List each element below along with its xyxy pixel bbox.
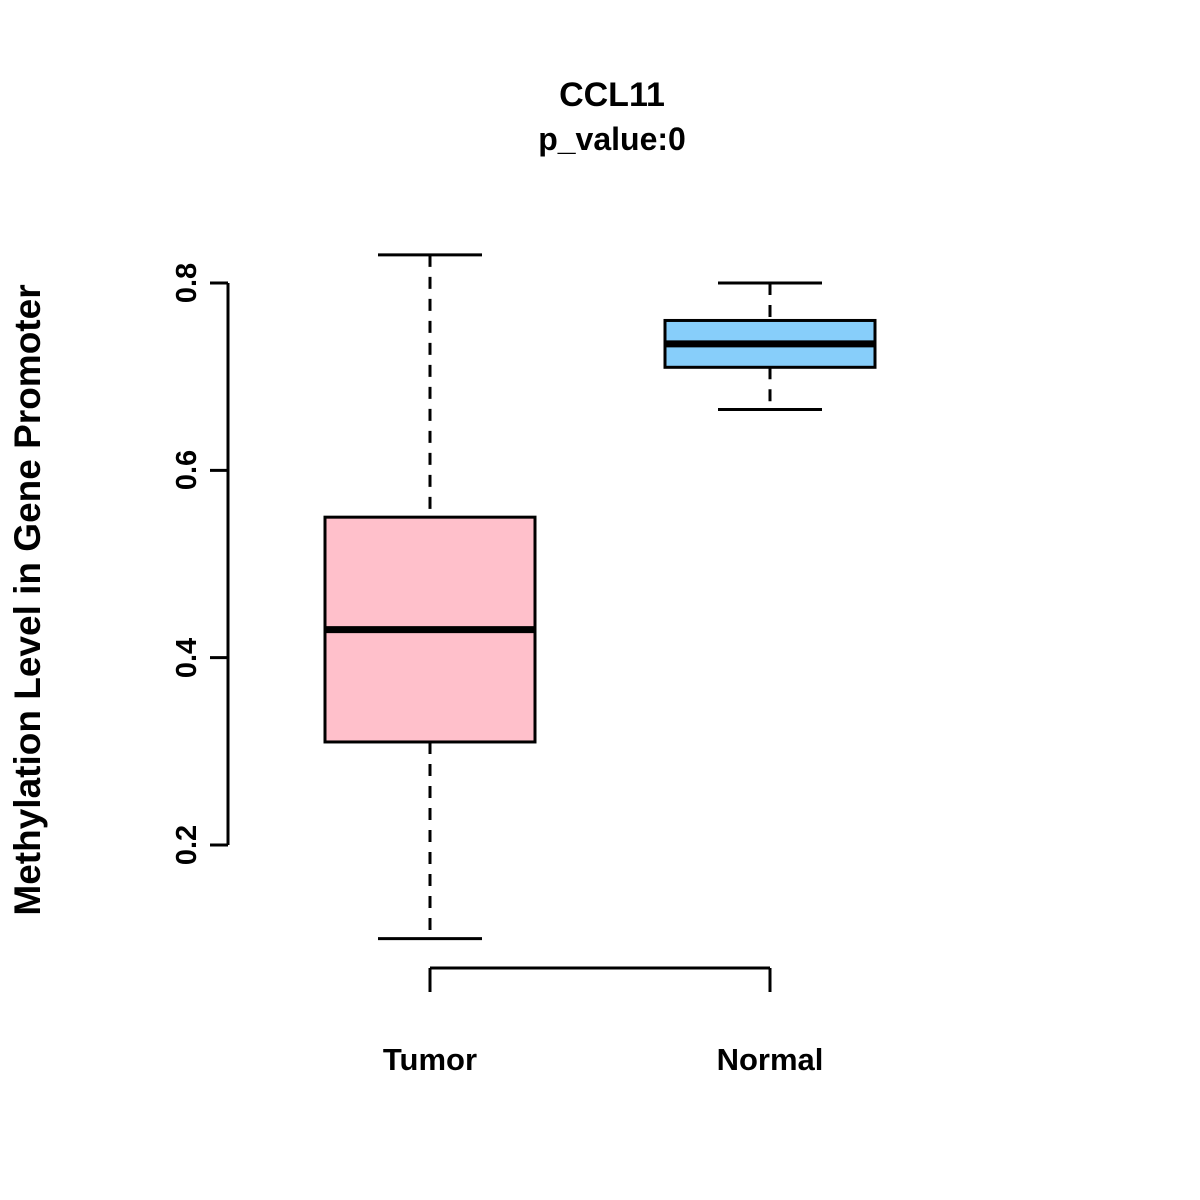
- y-axis-label: Methylation Level in Gene Promoter: [7, 284, 48, 915]
- x-category-label-normal: Normal: [717, 1042, 824, 1077]
- chart-subtitle: p_value:0: [538, 121, 686, 157]
- y-tick-label-0.4: 0.4: [171, 638, 203, 678]
- y-tick-label-0.8: 0.8: [171, 263, 203, 303]
- chart-title: CCL11: [559, 76, 665, 114]
- y-tick-label-0.2: 0.2: [171, 825, 203, 865]
- y-tick-label-0.6: 0.6: [171, 450, 203, 490]
- boxplot-shapes: [210, 253, 877, 992]
- x-category-label-tumor: Tumor: [383, 1042, 477, 1077]
